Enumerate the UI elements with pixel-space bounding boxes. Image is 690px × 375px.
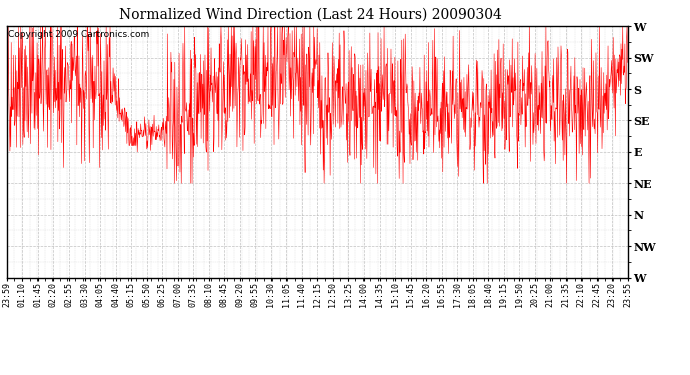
Text: Copyright 2009 Cartronics.com: Copyright 2009 Cartronics.com <box>8 30 150 39</box>
Text: Normalized Wind Direction (Last 24 Hours) 20090304: Normalized Wind Direction (Last 24 Hours… <box>119 8 502 21</box>
